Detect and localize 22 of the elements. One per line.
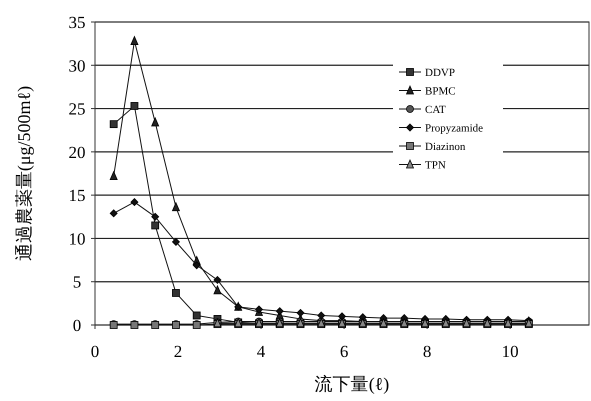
- legend-label: TPN: [425, 160, 446, 172]
- y-tick-label: 20: [68, 142, 86, 162]
- y-tick-label: 25: [68, 100, 86, 119]
- y-tick-label: 5: [72, 272, 82, 292]
- legend-label: Diazinon: [425, 141, 466, 153]
- y-tick-label: 15: [68, 186, 86, 206]
- x-axis-title: 流下量(ℓ): [314, 374, 390, 394]
- y-tick-label: 10: [68, 229, 86, 248]
- y-tick-label: 0: [72, 316, 82, 335]
- legend-label: BPMC: [425, 86, 456, 98]
- x-tick-label: 0: [90, 342, 100, 361]
- x-tick-label: 8: [422, 342, 432, 361]
- x-tick-label: 2: [174, 342, 182, 361]
- y-tick-label: 35: [68, 13, 86, 32]
- y-tick-label: 30: [68, 56, 86, 76]
- x-tick-label: 10: [502, 342, 519, 361]
- x-tick-label: 4: [256, 342, 266, 361]
- legend-label: Propyzamide: [425, 122, 484, 134]
- x-tick-label: 6: [340, 342, 348, 361]
- legend-label: CAT: [425, 104, 446, 116]
- legend-label: DDVP: [425, 67, 455, 79]
- y-axis-title: 通過農薬量(μg/500mℓ): [14, 86, 34, 262]
